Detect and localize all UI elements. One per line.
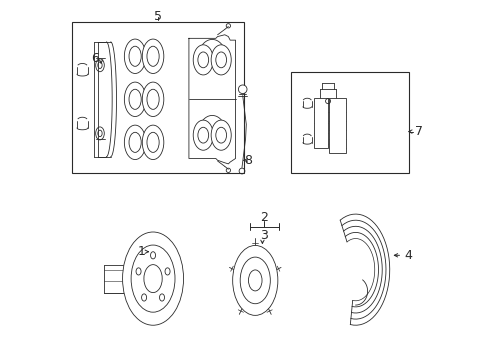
Ellipse shape <box>232 246 277 315</box>
Ellipse shape <box>142 125 163 159</box>
Ellipse shape <box>159 294 164 301</box>
Ellipse shape <box>142 39 163 73</box>
Ellipse shape <box>124 125 145 159</box>
Text: 7: 7 <box>414 125 422 138</box>
Polygon shape <box>188 35 235 164</box>
Bar <box>290 72 408 173</box>
Ellipse shape <box>136 268 141 275</box>
Ellipse shape <box>238 85 246 94</box>
Ellipse shape <box>122 232 183 325</box>
Ellipse shape <box>124 82 145 117</box>
Text: 3: 3 <box>260 229 267 242</box>
Ellipse shape <box>211 120 231 150</box>
Ellipse shape <box>142 294 146 301</box>
Bar <box>328 98 346 153</box>
Text: 8: 8 <box>244 154 252 167</box>
Ellipse shape <box>211 45 231 75</box>
Ellipse shape <box>143 265 162 293</box>
Bar <box>72 22 244 173</box>
Text: 2: 2 <box>260 211 267 224</box>
Ellipse shape <box>193 120 213 150</box>
Text: 6: 6 <box>90 51 99 64</box>
Text: 1: 1 <box>138 245 145 258</box>
Ellipse shape <box>142 82 163 117</box>
Text: 4: 4 <box>403 249 411 262</box>
Ellipse shape <box>124 39 145 73</box>
Text: 5: 5 <box>154 10 162 23</box>
Ellipse shape <box>193 45 213 75</box>
Bar <box>314 98 327 148</box>
Ellipse shape <box>165 268 170 275</box>
Ellipse shape <box>150 252 155 259</box>
